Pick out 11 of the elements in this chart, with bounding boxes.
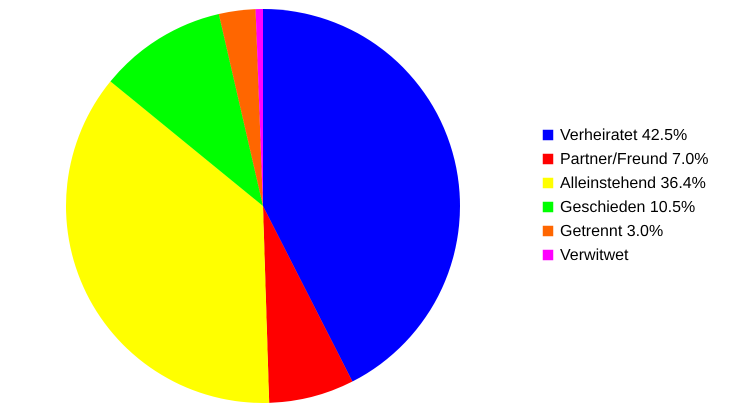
pie-slice (110, 14, 263, 206)
pie-slice (218, 9, 263, 206)
legend-label: Getrennt 3.0% (560, 223, 664, 240)
legend-label: Verwitwet (560, 247, 630, 264)
legend-label: Partner/Freund 7.0% (560, 151, 709, 168)
legend-label: Verheiratet 42.5% (560, 127, 688, 144)
pie-slice (66, 81, 270, 403)
legend-label: Geschieden 10.5% (560, 199, 696, 216)
legend-label: Alleinstehend 36.4% (560, 175, 706, 192)
pie-slice (263, 9, 460, 382)
pie-slice (263, 206, 352, 403)
